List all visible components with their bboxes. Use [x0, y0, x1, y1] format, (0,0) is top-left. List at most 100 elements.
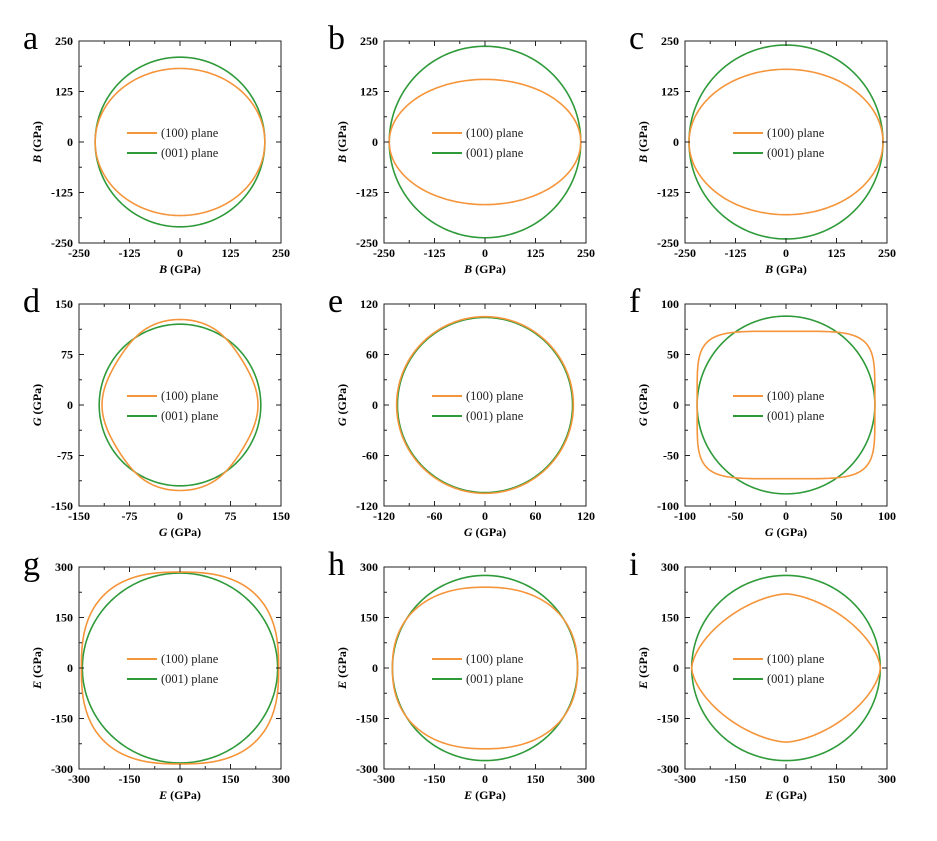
panel-letter: g: [23, 546, 40, 583]
y-tick-label: 0: [372, 135, 378, 149]
y-tick-label: -125: [51, 186, 73, 200]
x-tick-label: 150: [828, 772, 846, 786]
legend-label: (100) plane: [466, 126, 524, 140]
x-tick-label: 150: [527, 772, 545, 786]
y-tick-label: 0: [67, 398, 73, 412]
y-tick-label: 300: [661, 560, 679, 574]
x-tick-label: 300: [577, 772, 595, 786]
y-tick-label: 250: [661, 34, 679, 48]
x-tick-label: -150: [424, 772, 446, 786]
x-tick-label: -300: [68, 772, 90, 786]
y-axis-label: G (GPa): [636, 384, 650, 426]
y-axis-label: G (GPa): [335, 384, 349, 426]
x-axis-label: E (GPa): [463, 788, 506, 802]
y-tick-label: -250: [657, 236, 679, 250]
panel-letter: a: [23, 20, 38, 57]
x-axis-label: G (GPa): [765, 525, 807, 539]
y-tick-label: 0: [673, 661, 679, 675]
series-100-plane-curve: [395, 315, 575, 495]
x-tick-label: -60: [427, 509, 443, 523]
x-tick-label: 250: [878, 246, 896, 260]
y-tick-label: 150: [360, 611, 378, 625]
legend-label: (100) plane: [767, 126, 825, 140]
x-tick-label: -50: [728, 509, 744, 523]
series-001-plane-curve: [94, 56, 266, 228]
x-tick-label: -150: [725, 772, 747, 786]
y-tick-label: -50: [663, 449, 679, 463]
y-tick-label: -60: [362, 449, 378, 463]
legend-label: (001) plane: [767, 146, 825, 160]
y-tick-label: 125: [360, 85, 378, 99]
plot-frame: [78, 40, 282, 244]
y-tick-label: 125: [661, 85, 679, 99]
y-tick-label: 300: [360, 560, 378, 574]
panel-letter: b: [328, 20, 345, 57]
y-tick-label: 0: [372, 661, 378, 675]
y-tick-label: 0: [67, 661, 73, 675]
panel-a: a -250-250 -125 -125 0 0 125 125 250 250 B (GPa) B …: [23, 20, 290, 276]
series-100-plane-curve: [690, 593, 882, 743]
y-axis-label: B (GPa): [636, 121, 650, 164]
series-100-plane-curve: [101, 318, 259, 492]
y-tick-label: 250: [55, 34, 73, 48]
series-001-plane-curve: [696, 315, 876, 495]
y-tick-label: 120: [360, 297, 378, 311]
y-tick-label: 0: [673, 135, 679, 149]
x-tick-label: -150: [68, 509, 90, 523]
series-001-plane-curve: [688, 44, 884, 240]
y-tick-label: -150: [51, 499, 73, 513]
y-tick-label: -120: [356, 499, 378, 513]
legend-label: (100) plane: [161, 652, 219, 666]
y-tick-label: -300: [657, 762, 679, 776]
y-tick-label: -150: [657, 712, 679, 726]
x-tick-label: 125: [527, 246, 545, 260]
x-tick-label: -120: [373, 509, 395, 523]
panel-e: e -120-120 -60 -60 0 0 60 60 120 120 G (GPa) G (GPa…: [328, 283, 595, 539]
x-tick-label: 0: [783, 246, 789, 260]
series-001-plane-curve: [396, 316, 574, 494]
legend-label: (001) plane: [466, 409, 524, 423]
series-100-plane-curve: [391, 586, 579, 750]
x-tick-label: -125: [424, 246, 446, 260]
plot-frame: [684, 566, 888, 770]
legend-label: (100) plane: [161, 389, 219, 403]
x-tick-label: 0: [482, 246, 488, 260]
y-tick-label: -100: [657, 499, 679, 513]
legend-label: (100) plane: [161, 126, 219, 140]
legend-label: (001) plane: [767, 409, 825, 423]
y-tick-label: 50: [667, 348, 679, 362]
y-axis-label: E (GPa): [636, 647, 650, 690]
y-tick-label: 75: [61, 348, 73, 362]
y-axis-label: E (GPa): [335, 647, 349, 690]
x-axis-label: G (GPa): [464, 525, 506, 539]
x-tick-label: 120: [577, 509, 595, 523]
x-tick-label: -75: [122, 509, 138, 523]
x-axis-label: B (GPa): [764, 262, 807, 276]
x-tick-label: 150: [222, 772, 240, 786]
y-tick-label: -300: [51, 762, 73, 776]
panel-d: d -150-150 -75 -75 0 0 75 75 150 150 G (GPa) G (GPa…: [23, 283, 290, 539]
panel-letter: d: [23, 283, 40, 320]
y-axis-label: G (GPa): [30, 384, 44, 426]
y-tick-label: 100: [661, 297, 679, 311]
y-tick-label: 125: [55, 85, 73, 99]
x-tick-label: 0: [177, 772, 183, 786]
x-tick-label: -125: [725, 246, 747, 260]
legend-label: (100) plane: [466, 652, 524, 666]
y-tick-label: -250: [356, 236, 378, 250]
x-tick-label: -250: [674, 246, 696, 260]
x-tick-label: 125: [828, 246, 846, 260]
y-tick-label: 150: [55, 297, 73, 311]
x-tick-label: -100: [674, 509, 696, 523]
series-100-plane-curve: [688, 68, 884, 216]
x-axis-label: E (GPa): [158, 788, 201, 802]
y-tick-label: 150: [661, 611, 679, 625]
panel-f: f -100-100 -50 -50 0 0 50 50 100 100 G (GPa) G (GPa…: [629, 283, 896, 539]
x-axis-label: B (GPa): [158, 262, 201, 276]
x-tick-label: 300: [272, 772, 290, 786]
x-tick-label: 150: [272, 509, 290, 523]
x-tick-label: 0: [482, 509, 488, 523]
y-tick-label: 250: [360, 34, 378, 48]
x-tick-label: 50: [831, 509, 843, 523]
series-001-plane-curve: [690, 574, 882, 762]
